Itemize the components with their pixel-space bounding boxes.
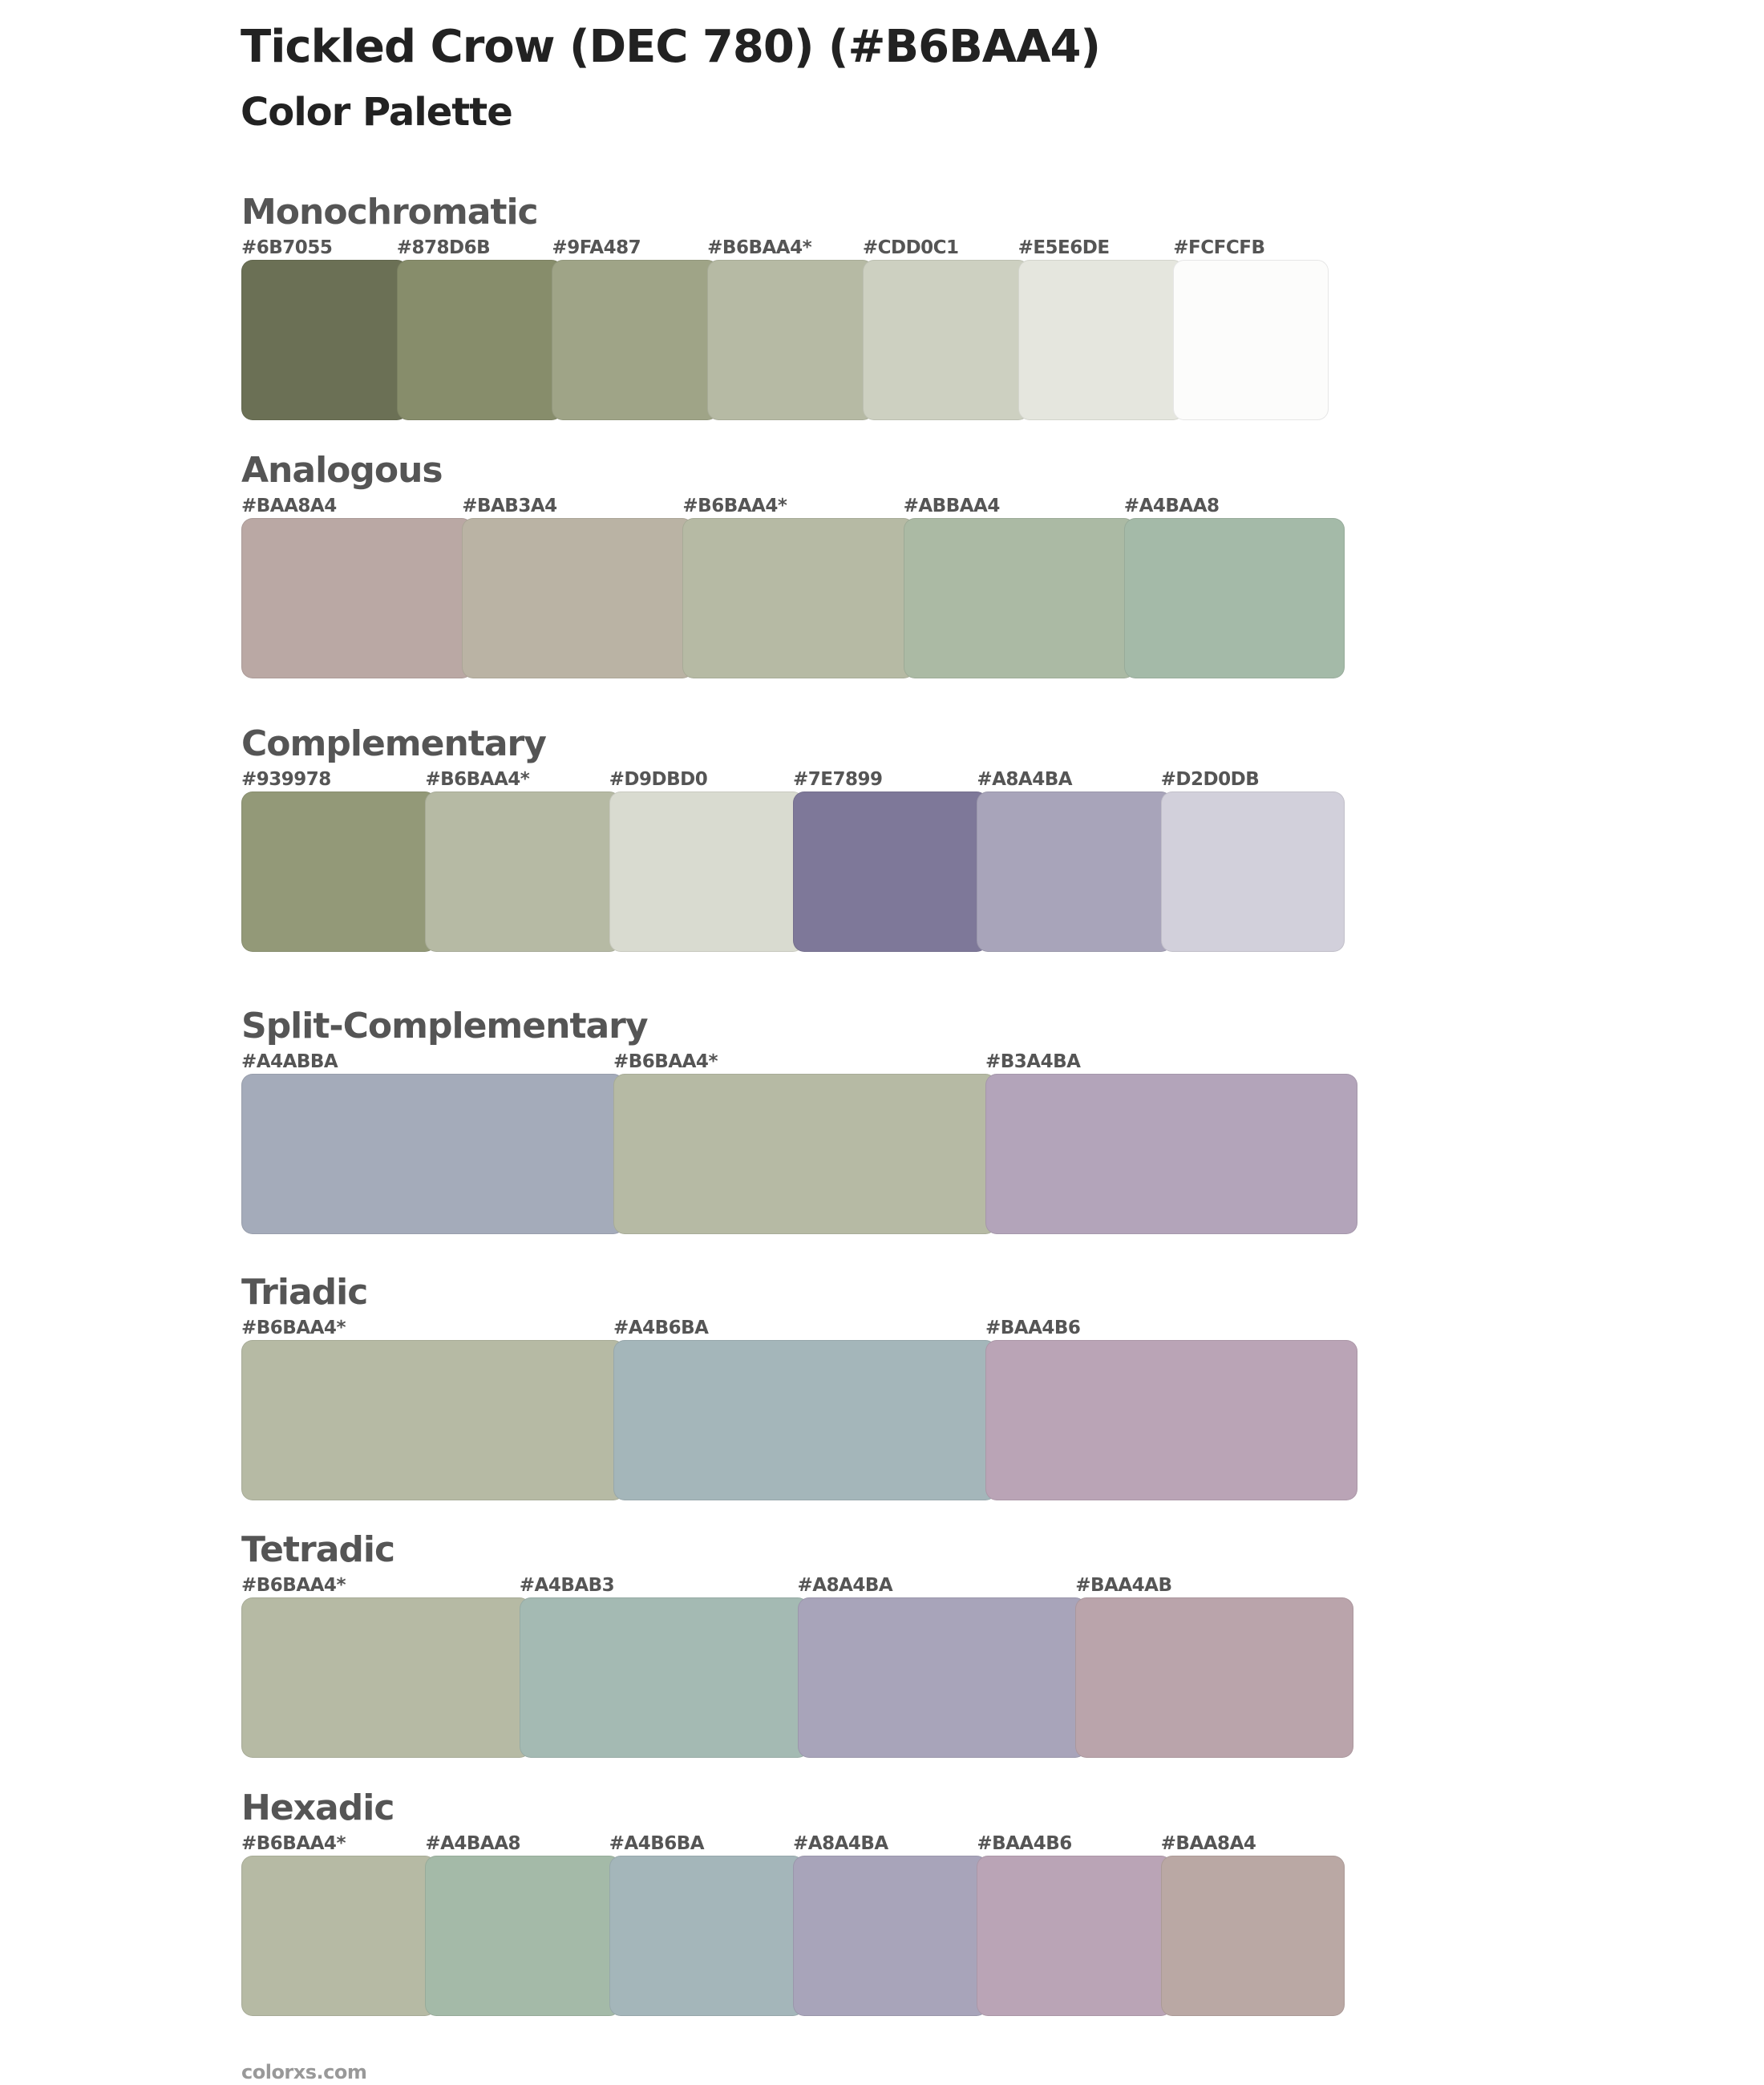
color-swatch[interactable] (862, 260, 1030, 420)
color-swatch[interactable] (396, 260, 564, 420)
color-swatch[interactable] (519, 1597, 809, 1758)
color-swatch[interactable] (613, 1074, 997, 1234)
swatch-hex-label: #B6BAA4* (241, 1318, 346, 1338)
color-swatch[interactable] (707, 260, 874, 420)
swatch-labels: #6B7055 #878D6B #9FA487 #B6BAA4* #CDD0C1 #E5E… (241, 237, 1329, 260)
color-swatch[interactable] (797, 1597, 1087, 1758)
section-triadic: Triadic #B6BAA4* #A4B6BA #BAA4B6 (241, 1269, 1357, 1500)
swatch-hex-label: #B6BAA4* (425, 769, 530, 790)
page-title: Tickled Crow (DEC 780) (#B6BAA4) (241, 21, 1101, 73)
color-swatch[interactable] (977, 1856, 1172, 2016)
color-swatch[interactable] (425, 1856, 621, 2016)
color-swatch[interactable] (462, 518, 694, 678)
color-swatch[interactable] (1160, 1856, 1345, 2016)
color-swatch[interactable] (552, 260, 719, 420)
section-tetradic: Tetradic #B6BAA4* #A4BAB3 #A8A4BA #BAA4AB (241, 1527, 1353, 1758)
swatch-labels: #B6BAA4* #A4B6BA #BAA4B6 (241, 1318, 1357, 1340)
section-heading: Hexadic (241, 1787, 394, 1828)
swatch-hex-label: #D2D0DB (1160, 769, 1260, 790)
color-swatch[interactable] (1160, 791, 1345, 952)
swatch-hex-label: #A4BAA8 (1123, 496, 1220, 516)
swatch-hex-label: #ABBAA4 (903, 496, 1001, 516)
swatch-hex-label: #A4BAA8 (425, 1833, 521, 1854)
color-swatch[interactable] (241, 1074, 625, 1234)
section-heading: Tetradic (241, 1529, 395, 1570)
swatch-labels: #B6BAA4* #A4BAA8 #A4B6BA #A8A4BA #BAA4B6 #BAA… (241, 1833, 1345, 1856)
swatch-row (241, 518, 1345, 678)
swatch-row (241, 791, 1345, 952)
swatch-hex-label: #6B7055 (241, 237, 333, 258)
color-swatch[interactable] (609, 1856, 804, 2016)
swatch-hex-label: #BAA4B6 (985, 1318, 1081, 1338)
section-analogous: Analogous #BAA8A4 #BAB3A4 #B6BAA4* #ABBAA4 #… (241, 447, 1345, 678)
swatch-hex-label: #A4ABBA (241, 1051, 338, 1072)
swatch-hex-label: #A4BAB3 (519, 1575, 615, 1596)
swatch-hex-label: #A4B6BA (613, 1318, 709, 1338)
color-swatch[interactable] (241, 1597, 531, 1758)
section-heading: Monochromatic (241, 192, 539, 233)
swatch-hex-label: #B3A4BA (985, 1051, 1081, 1072)
swatch-hex-label: #D9DBD0 (609, 769, 708, 790)
swatch-hex-label: #BAA8A4 (1160, 1833, 1256, 1854)
color-swatch[interactable] (985, 1074, 1357, 1234)
swatch-hex-label: #878D6B (396, 237, 491, 258)
page-subtitle: Color Palette (241, 90, 513, 135)
color-swatch[interactable] (1075, 1597, 1353, 1758)
swatch-hex-label: #7E7899 (793, 769, 883, 790)
swatch-hex-label: #B6BAA4* (682, 496, 787, 516)
swatch-hex-label: #B6BAA4* (613, 1051, 718, 1072)
color-swatch[interactable] (241, 260, 408, 420)
swatch-hex-label: #B6BAA4* (241, 1833, 346, 1854)
section-complementary: Complementary #939978 #B6BAA4* #D9DBD0 #7E7… (241, 721, 1345, 952)
color-swatch[interactable] (985, 1340, 1357, 1500)
color-swatch[interactable] (1018, 260, 1185, 420)
color-swatch[interactable] (793, 1856, 989, 2016)
swatch-hex-label: #A8A4BA (977, 769, 1073, 790)
site-credit-link[interactable]: colorxs.com (241, 2061, 367, 2083)
swatch-hex-label: #CDD0C1 (862, 237, 959, 258)
swatch-row (241, 1856, 1345, 2016)
color-swatch[interactable] (241, 518, 474, 678)
swatch-row (241, 1597, 1353, 1758)
swatch-hex-label: #B6BAA4* (707, 237, 812, 258)
color-swatch[interactable] (241, 1856, 437, 2016)
swatch-labels: #939978 #B6BAA4* #D9DBD0 #7E7899 #A8A4BA #D2D… (241, 769, 1345, 791)
swatch-row (241, 260, 1329, 420)
swatch-hex-label: #A8A4BA (793, 1833, 888, 1854)
color-swatch[interactable] (241, 791, 437, 952)
section-hexadic: Hexadic #B6BAA4* #A4BAA8 #A4B6BA #A8A4BA #BA… (241, 1785, 1345, 2016)
swatch-labels: #A4ABBA #B6BAA4* #B3A4BA (241, 1051, 1357, 1074)
swatch-hex-label: #E5E6DE (1018, 237, 1111, 258)
swatch-hex-label: #BAA4AB (1075, 1575, 1172, 1596)
swatch-hex-label: #FCFCFB (1173, 237, 1265, 258)
color-swatch[interactable] (682, 518, 915, 678)
swatch-hex-label: #A8A4BA (797, 1575, 893, 1596)
swatch-hex-label: #939978 (241, 769, 331, 790)
color-swatch[interactable] (241, 1340, 625, 1500)
color-swatch[interactable] (793, 791, 989, 952)
color-swatch[interactable] (425, 791, 621, 952)
swatch-hex-label: #BAB3A4 (462, 496, 557, 516)
swatch-hex-label: #A4B6BA (609, 1833, 705, 1854)
color-swatch[interactable] (977, 791, 1172, 952)
section-monochromatic: Monochromatic #6B7055 #878D6B #9FA487 #B6BA… (241, 189, 1329, 420)
swatch-labels: #B6BAA4* #A4BAB3 #A8A4BA #BAA4AB (241, 1575, 1353, 1597)
color-swatch[interactable] (903, 518, 1135, 678)
swatch-hex-label: #9FA487 (552, 237, 641, 258)
color-swatch[interactable] (613, 1340, 997, 1500)
swatch-labels: #BAA8A4 #BAB3A4 #B6BAA4* #ABBAA4 #A4BAA8 (241, 496, 1345, 518)
section-heading: Split-Complementary (241, 1006, 649, 1047)
color-swatch[interactable] (1173, 260, 1329, 420)
color-swatch[interactable] (1123, 518, 1345, 678)
section-split-complementary: Split-Complementary #A4ABBA #B6BAA4* #B3A4… (241, 1003, 1357, 1234)
swatch-row (241, 1074, 1357, 1234)
swatch-row (241, 1340, 1357, 1500)
swatch-hex-label: #B6BAA4* (241, 1575, 346, 1596)
section-heading: Triadic (241, 1272, 368, 1313)
color-swatch[interactable] (609, 791, 804, 952)
swatch-hex-label: #BAA4B6 (977, 1833, 1072, 1854)
swatch-hex-label: #BAA8A4 (241, 496, 337, 516)
section-heading: Complementary (241, 723, 547, 764)
section-heading: Analogous (241, 450, 443, 491)
